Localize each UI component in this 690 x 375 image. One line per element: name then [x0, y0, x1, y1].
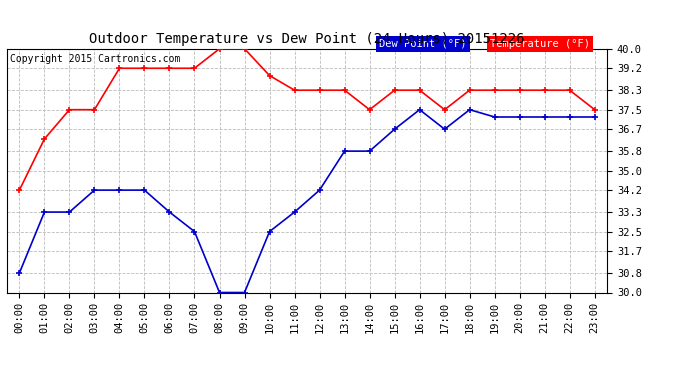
Text: Copyright 2015 Cartronics.com: Copyright 2015 Cartronics.com — [10, 54, 180, 64]
Text: Dew Point (°F): Dew Point (°F) — [379, 39, 466, 49]
Title: Outdoor Temperature vs Dew Point (24 Hours) 20151226: Outdoor Temperature vs Dew Point (24 Hou… — [89, 32, 525, 46]
Text: Temperature (°F): Temperature (°F) — [490, 39, 590, 49]
